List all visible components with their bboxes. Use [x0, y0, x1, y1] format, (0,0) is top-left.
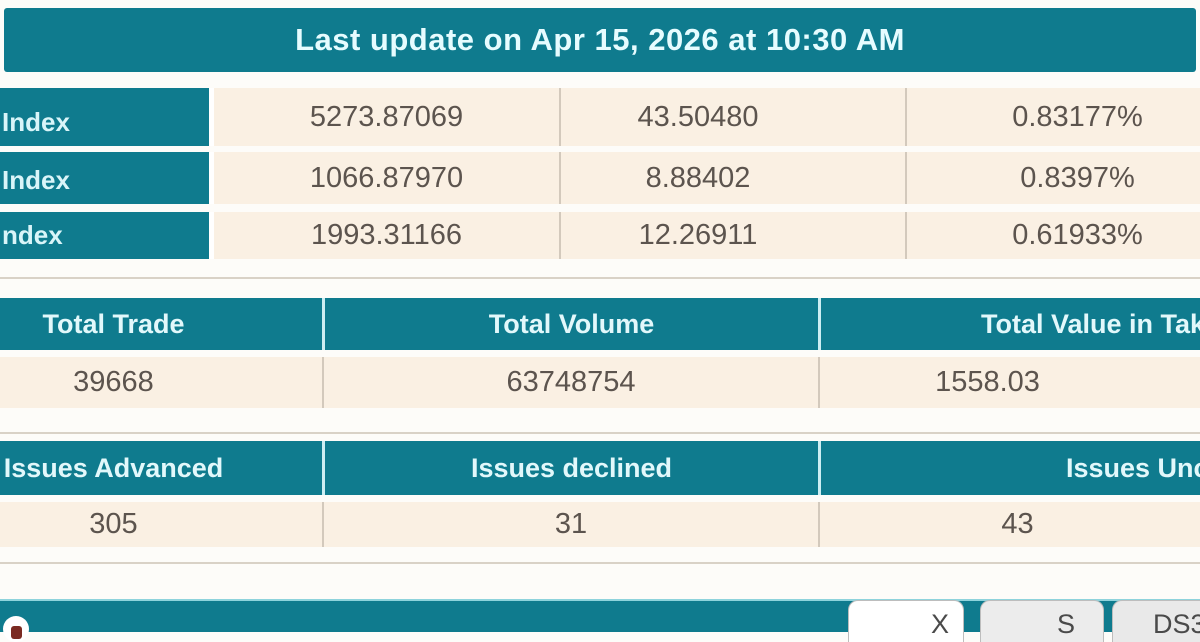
total-trade-header: Total Trade	[0, 298, 322, 350]
issues-table-divider	[0, 562, 1200, 564]
last-update-bar: Last update on Apr 15, 2026 at 10:30 AM	[4, 8, 1196, 72]
tab-dses[interactable]: S	[980, 600, 1104, 642]
index-row-1: Index 5273.87069 43.50480 0.83177%	[0, 88, 1200, 146]
issues-value-row: 305 31 43	[0, 502, 1200, 547]
tab-dsex-label: X	[930, 609, 949, 639]
index-table-divider	[0, 277, 1200, 279]
index-name-label: ndex	[2, 220, 63, 250]
issues-header-row: Issues Advanced Issues declined Issues U…	[0, 441, 1200, 495]
total-volume-header: Total Volume	[322, 298, 818, 350]
index-name-cell: Index	[0, 88, 214, 146]
index-name-label: Index	[2, 165, 70, 195]
help-icon-glyph	[10, 625, 22, 639]
index-value-cell: 1993.31166	[214, 212, 559, 259]
tab-ds30-label: DS30	[1153, 609, 1200, 639]
index-name-cell: Index	[0, 152, 214, 204]
totals-header-row: Total Trade Total Volume Total Value in …	[0, 298, 1200, 350]
total-trade-value: 39668	[0, 357, 322, 408]
index-name-label: Index	[2, 107, 70, 137]
help-icon[interactable]	[3, 616, 29, 642]
index-value-cell: 1066.87970	[214, 152, 559, 204]
issues-unchanged-header: Issues Unchange	[818, 441, 1200, 495]
index-row-2: Index 1066.87970 8.88402 0.8397%	[0, 152, 1200, 204]
index-percent-cell: 0.8397%	[905, 152, 1200, 204]
issues-advanced-header: Issues Advanced	[0, 441, 322, 495]
index-change-cell: 8.88402	[559, 152, 905, 204]
tab-dses-label: S	[1056, 609, 1075, 639]
tab-ds30[interactable]: DS30	[1112, 600, 1200, 642]
issues-declined-value: 31	[322, 502, 818, 547]
issues-declined-header: Issues declined	[322, 441, 818, 495]
totals-table-divider	[0, 432, 1200, 434]
index-row-3: ndex 1993.31166 12.26911 0.61933%	[0, 212, 1200, 259]
issues-unchanged-value: 43	[818, 502, 1200, 547]
index-change-cell: 43.50480	[559, 88, 905, 146]
total-value-header: Total Value in Taka (	[818, 298, 1200, 350]
total-value-value: 1558.03	[818, 357, 1200, 408]
totals-value-row: 39668 63748754 1558.03	[0, 357, 1200, 408]
index-change-cell: 12.26911	[559, 212, 905, 259]
last-update-text: Last update on Apr 15, 2026 at 10:30 AM	[295, 22, 905, 57]
tab-dsex[interactable]: X	[848, 600, 964, 642]
total-volume-value: 63748754	[322, 357, 818, 408]
issues-advanced-value: 305	[0, 502, 322, 547]
index-name-cell: ndex	[0, 212, 214, 259]
index-percent-cell: 0.61933%	[905, 212, 1200, 259]
index-value-cell: 5273.87069	[214, 88, 559, 146]
index-percent-cell: 0.83177%	[905, 88, 1200, 146]
